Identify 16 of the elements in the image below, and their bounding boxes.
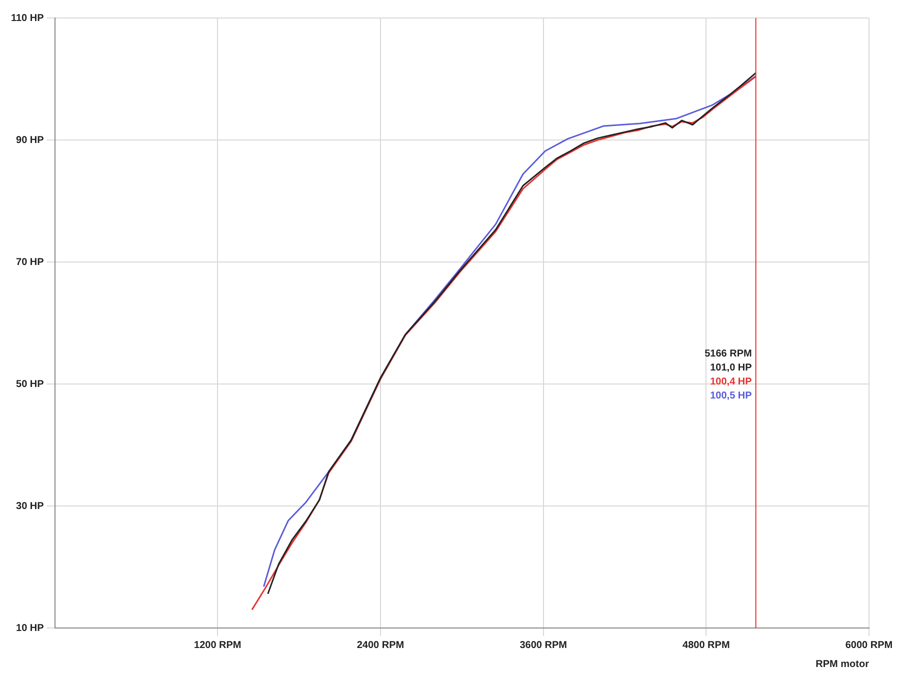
y-tick-label: 30 HP [16,500,44,512]
x-tick-label: 4800 RPM [682,640,730,651]
annotation: 100,5 HP [710,390,752,402]
y-tick-label: 110 HP [10,12,44,24]
y-tick-label: 70 HP [16,256,44,268]
y-tick-label: 90 HP [16,134,44,146]
x-axis-title: RPM motor [816,658,870,670]
x-tick-label: 1200 RPM [194,640,242,651]
annotation: 101,0 HP [710,362,752,374]
annotation: 100,4 HP [710,376,752,388]
y-tick-label: 10 HP [16,622,44,634]
ref-line-label: 5166 RPM [704,348,752,360]
y-tick-label: 50 HP [16,378,44,390]
x-tick-label: 2400 RPM [356,640,404,651]
x-tick-label: 3600 RPM [520,640,567,651]
x-tick-label: 6000 RPM [845,640,893,651]
